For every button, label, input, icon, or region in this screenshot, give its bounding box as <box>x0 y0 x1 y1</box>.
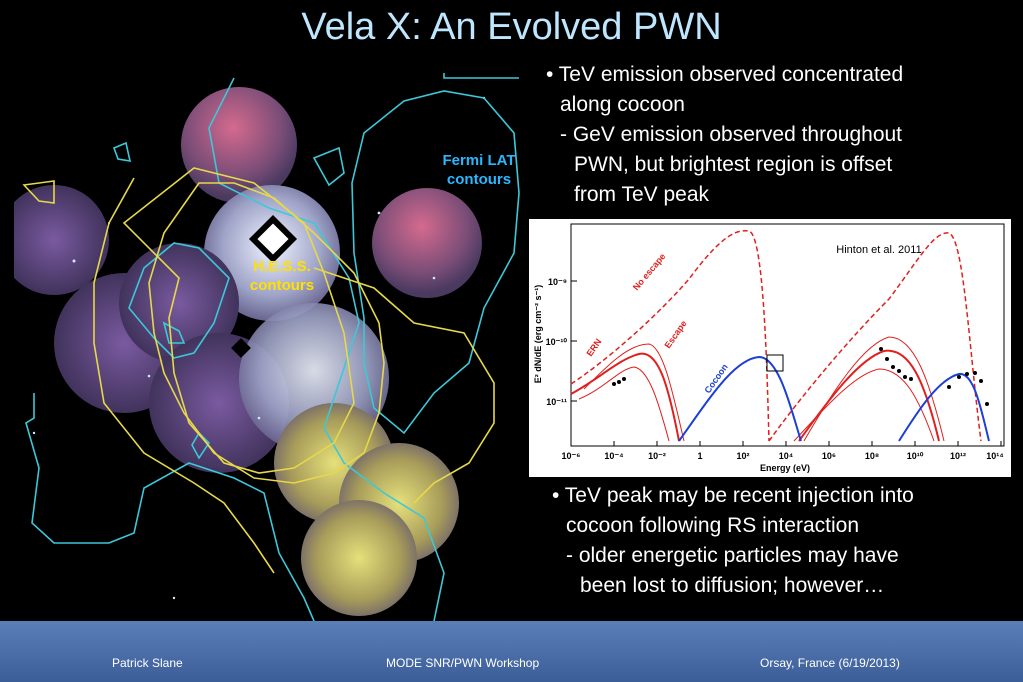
vela-x-xray-mosaic <box>0 73 520 622</box>
x-tick-label: 10¹⁴ <box>986 451 1003 461</box>
sed-plot: 10⁻⁶ 10⁻⁴ 10⁻² 1 10² 10⁴ 10⁶ 10⁸ 10¹⁰ 10… <box>529 219 1011 477</box>
y-axis-label: E² dN/dE (erg cm⁻² s⁻¹) <box>533 285 543 384</box>
bullet-block-top: • TeV emission observed concentrated alo… <box>546 60 903 210</box>
x-tick-label: 10² <box>736 451 749 461</box>
x-tick-label: 10¹⁰ <box>907 451 924 461</box>
bullet-line: been lost to diffusion; however… <box>580 574 885 597</box>
x-axis-label: Energy (eV) <box>760 463 810 473</box>
x-tick-label: 10¹² <box>950 451 966 461</box>
x-tick-label: 10⁶ <box>822 451 836 461</box>
bullet-line: - older energetic particles may have <box>566 544 899 567</box>
bullet-line: cocoon following RS interaction <box>566 514 859 537</box>
curve-label-escape: Escape <box>662 319 688 351</box>
bullet-line: along cocoon <box>560 93 685 116</box>
hess-label: H.E.S.S. contours <box>242 257 322 295</box>
bullet-line: • TeV emission observed concentrated <box>546 63 904 86</box>
bullet-line: PWN, but brightest region is offset <box>574 153 893 176</box>
x-tick-label: 10⁸ <box>865 451 879 461</box>
x-tick-label: 10⁴ <box>779 451 793 461</box>
bullet-line: • TeV peak may be recent injection into <box>552 484 914 507</box>
bullet-block-bottom: • TeV peak may be recent injection into … <box>552 481 914 601</box>
bullet-line: - GeV emission observed throughout <box>560 123 903 146</box>
fermi-label-line1: Fermi LAT <box>442 152 516 169</box>
x-tick-label: 10⁻² <box>648 451 666 461</box>
vela-x-image: Fermi LAT contours H.E.S.S. contours <box>0 73 524 622</box>
fermi-lat-label: Fermi LAT contours <box>434 151 524 189</box>
y-tick-label: 10⁻¹¹ <box>546 397 567 407</box>
x-tick-label: 10⁻⁴ <box>604 451 623 461</box>
citation: Hinton et al. 2011 <box>836 244 921 256</box>
x-tick-label: 1 <box>697 451 702 461</box>
footer-event: MODE SNR/PWN Workshop <box>386 656 540 670</box>
y-tick-label: 10⁻⁹ <box>548 277 567 287</box>
fermi-label-line2: contours <box>446 171 512 188</box>
footer-place-date: Orsay, France (6/19/2013) <box>760 656 900 670</box>
y-tick-label: 10⁻¹⁰ <box>546 337 568 347</box>
hess-label-line2: contours <box>249 277 315 294</box>
curve-label-no-escape: No escape <box>631 251 668 292</box>
x-tick-label: 10⁻⁶ <box>562 451 581 461</box>
slide-footer: Patrick Slane MODE SNR/PWN Workshop Orsa… <box>0 621 1023 682</box>
curve-label-ern: ERN <box>584 337 603 358</box>
footer-author: Patrick Slane <box>112 656 183 670</box>
slide-title: Vela X: An Evolved PWN <box>301 6 722 48</box>
bullet-line: from TeV peak <box>574 183 710 206</box>
sed-plot-svg: 10⁻⁶ 10⁻⁴ 10⁻² 1 10² 10⁴ 10⁶ 10⁸ 10¹⁰ 10… <box>533 223 1005 473</box>
hess-label-line1: H.E.S.S. <box>253 258 311 275</box>
